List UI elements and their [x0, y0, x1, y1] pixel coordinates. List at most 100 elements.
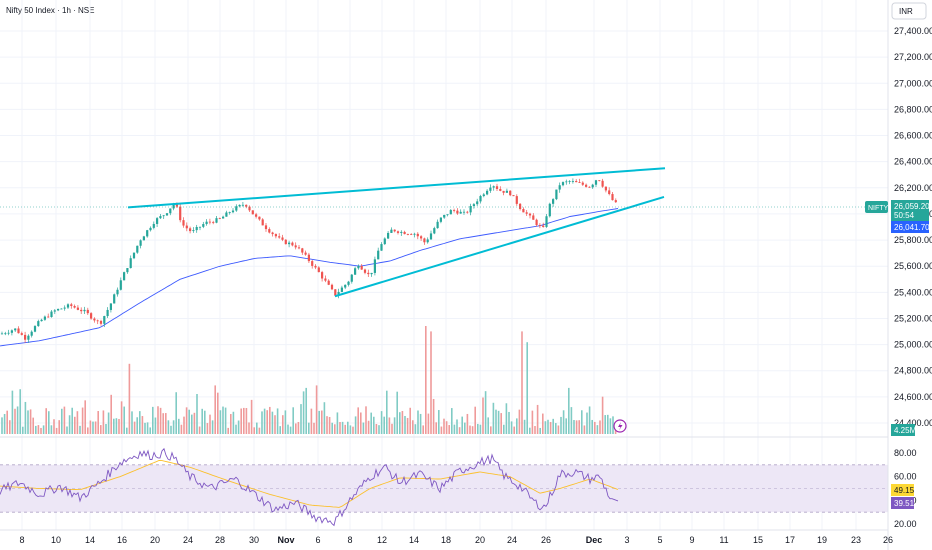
candle-body	[274, 234, 277, 237]
candle-body	[585, 184, 588, 187]
volume-bar	[159, 407, 162, 434]
candle-body	[519, 203, 522, 209]
volume-bar	[599, 420, 601, 434]
candle-body	[66, 304, 70, 308]
candle-body	[278, 236, 281, 238]
volume-bar	[48, 411, 50, 434]
candle-body	[116, 289, 119, 295]
date-tick-label: 16	[117, 535, 127, 545]
candle-body	[456, 210, 459, 214]
date-tick-label: 9	[689, 535, 694, 545]
volume-bar	[391, 423, 393, 434]
volume-bar	[383, 416, 385, 434]
candle-body	[228, 212, 231, 214]
volume-bar	[568, 387, 570, 434]
volume-bar	[167, 420, 170, 434]
candle-body	[24, 334, 27, 340]
volume-bar	[279, 426, 281, 434]
volume-bar	[84, 400, 86, 434]
volume-bar	[139, 411, 141, 434]
volume-bar	[347, 421, 349, 434]
candle-body	[192, 230, 195, 232]
volume-bar	[180, 424, 183, 434]
volume-bar	[591, 419, 593, 434]
ma-value-badge	[891, 221, 929, 233]
candle-body	[47, 316, 50, 318]
candle-body	[396, 231, 400, 233]
price-tick-label: 24,600.00	[894, 392, 932, 402]
candle-body	[271, 232, 274, 235]
candle-body	[106, 309, 109, 317]
trendline-upper[interactable]	[127, 167, 666, 209]
candle-body	[255, 214, 258, 217]
volume-bar	[612, 416, 614, 434]
candle-body	[202, 224, 205, 227]
volume-bar	[9, 420, 11, 434]
candle-body	[482, 194, 485, 197]
volume-bar	[484, 391, 487, 434]
candle-body	[611, 194, 614, 201]
date-tick-label: 14	[85, 535, 95, 545]
volume-bar	[35, 425, 37, 434]
candle-body	[502, 190, 505, 193]
candle-body	[0, 333, 4, 335]
volume-bar	[81, 407, 84, 434]
candle-body	[185, 225, 188, 229]
candle-body	[400, 231, 403, 233]
volume-bar	[334, 424, 336, 434]
volume-bar	[289, 426, 292, 434]
date-tick-label: 26	[541, 535, 551, 545]
candle-body	[377, 250, 380, 260]
volume-bar	[438, 410, 440, 434]
candle-body	[93, 318, 96, 321]
rsi-tick-label: 60.00	[894, 472, 917, 482]
candle-body	[284, 239, 287, 245]
volume-bar	[419, 413, 422, 434]
volume-bar	[11, 390, 14, 434]
volume-bar	[240, 408, 242, 434]
volume-bar	[16, 406, 19, 434]
candle-body	[231, 210, 235, 213]
volume-bar	[271, 411, 274, 434]
volume-bar	[115, 418, 118, 434]
volume-bar	[388, 417, 391, 434]
candle-body	[436, 221, 439, 229]
candle-body	[172, 204, 175, 209]
volume-bar	[237, 420, 240, 434]
candle-body	[83, 309, 86, 312]
volume-bar	[331, 422, 333, 434]
volume-bar	[573, 420, 575, 434]
volume-bar	[360, 412, 362, 434]
candle-body	[538, 224, 541, 226]
candle-body	[189, 228, 192, 232]
rsi-ma-line	[0, 460, 619, 508]
volume-bar	[495, 409, 497, 434]
date-tick-label: 8	[19, 535, 24, 545]
candle-body	[37, 321, 40, 327]
candle-body	[99, 320, 103, 324]
volume-bar	[6, 410, 8, 434]
volume-bar	[276, 408, 279, 434]
flash-icon-bolt	[618, 422, 623, 431]
volume-bar	[105, 423, 107, 434]
candle-body	[489, 187, 492, 191]
date-tick-label: 3	[624, 535, 629, 545]
candle-body	[443, 214, 446, 218]
candle-body	[413, 233, 416, 235]
candle-body	[291, 242, 294, 246]
volume-bar	[609, 418, 612, 434]
volume-bar	[227, 427, 229, 434]
date-tick-label: 19	[817, 535, 827, 545]
volume-bar	[74, 416, 76, 434]
candle-body	[103, 316, 106, 324]
volume-bar	[297, 421, 300, 434]
candle-body	[126, 268, 129, 273]
volume-bar	[586, 412, 588, 434]
candle-body	[317, 267, 320, 273]
volume-bar	[474, 406, 476, 434]
volume-bar	[581, 410, 583, 434]
currency-button[interactable]	[891, 2, 927, 20]
candle-body	[113, 294, 116, 304]
candle-body	[479, 196, 482, 202]
trendline-lower[interactable]	[334, 195, 665, 298]
